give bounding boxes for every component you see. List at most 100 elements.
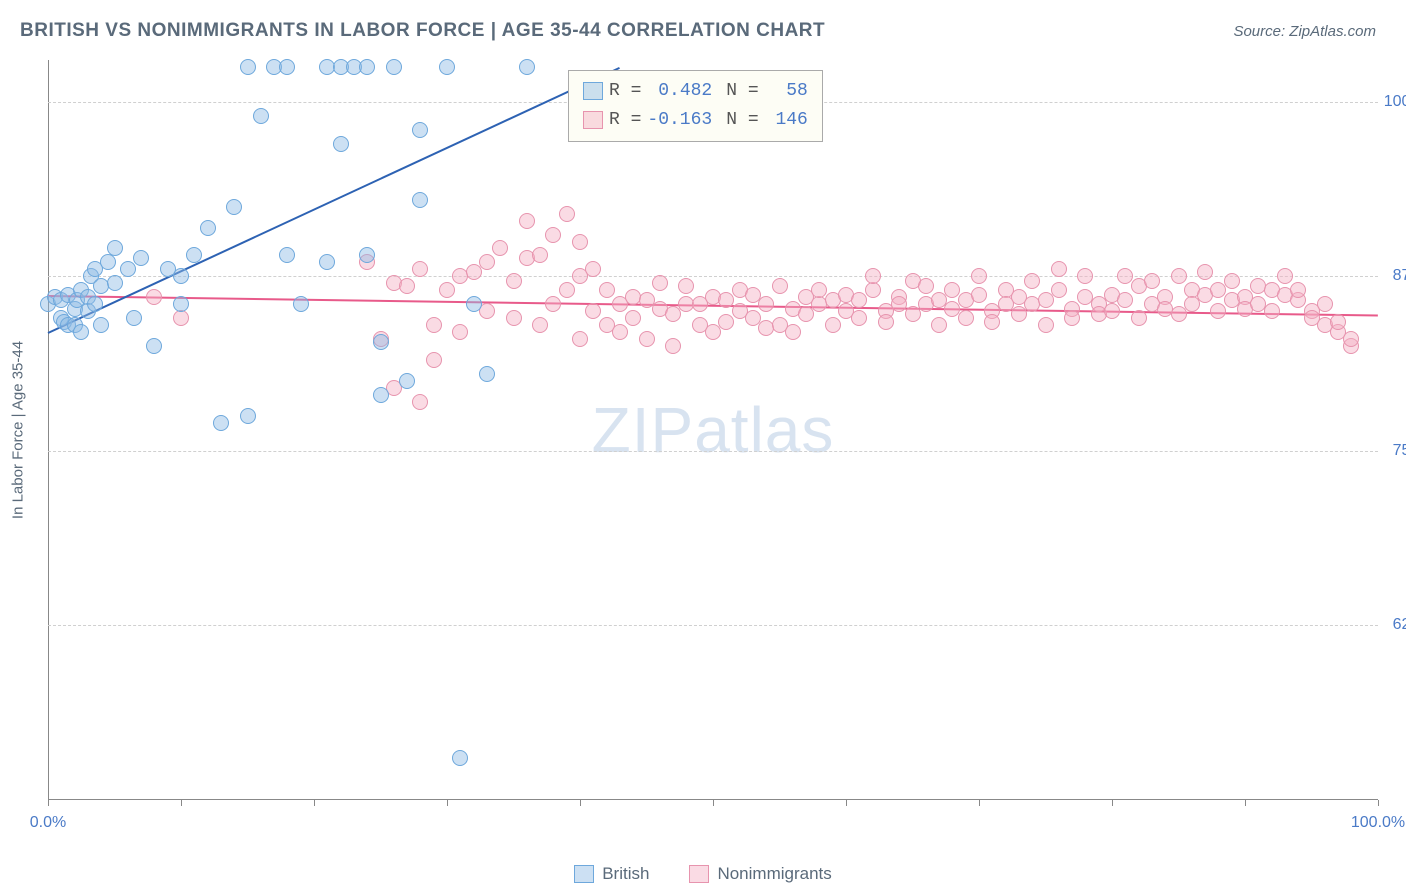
data-point-british [240,59,256,75]
data-point-nonimmigrants [612,324,628,340]
watermark: ZIPatlas [592,393,835,467]
x-tick [1378,800,1379,806]
data-point-nonimmigrants [532,247,548,263]
data-point-nonimmigrants [772,278,788,294]
data-point-nonimmigrants [1264,303,1280,319]
data-point-british [173,268,189,284]
data-point-nonimmigrants [173,310,189,326]
data-point-british [319,254,335,270]
data-point-nonimmigrants [1104,303,1120,319]
data-point-nonimmigrants [971,287,987,303]
correlation-stats-box: R = 0.482 N = 58 R = -0.163 N = 146 [568,70,823,142]
x-tick-label: 100.0% [1351,814,1405,832]
data-point-british [479,366,495,382]
data-point-nonimmigrants [984,314,1000,330]
data-point-nonimmigrants [878,314,894,330]
x-tick [713,800,714,806]
data-point-nonimmigrants [1171,268,1187,284]
data-point-british [126,310,142,326]
x-tick [1245,800,1246,806]
data-point-nonimmigrants [519,213,535,229]
data-point-british [100,254,116,270]
x-tick [580,800,581,806]
legend-item-british: British [574,864,649,884]
data-point-nonimmigrants [1117,292,1133,308]
data-point-nonimmigrants [506,273,522,289]
x-tick [48,800,49,806]
legend-swatch-nonimmigrants [689,865,709,883]
data-point-nonimmigrants [1144,273,1160,289]
legend-label-nonimmigrants: Nonimmigrants [717,864,831,884]
x-tick [979,800,980,806]
data-point-nonimmigrants [146,289,162,305]
stats-swatch-nonimmigrants [583,111,603,129]
x-tick [314,800,315,806]
y-axis-label: In Labor Force | Age 35-44 [10,341,27,519]
data-point-nonimmigrants [1330,314,1346,330]
data-point-nonimmigrants [426,352,442,368]
x-tick [1112,800,1113,806]
data-point-british [200,220,216,236]
data-point-nonimmigrants [399,278,415,294]
data-point-nonimmigrants [918,278,934,294]
stats-r-nonimmigrants: -0.163 [647,106,712,135]
data-point-british [279,59,295,75]
y-tick-label: 62.5% [1383,616,1406,634]
data-point-british [373,387,389,403]
data-point-nonimmigrants [1051,261,1067,277]
data-point-nonimmigrants [1051,282,1067,298]
x-tick [181,800,182,806]
data-point-nonimmigrants [718,314,734,330]
stats-swatch-british [583,82,603,100]
y-tick-label: 75.0% [1383,442,1406,460]
data-point-british [173,296,189,312]
data-point-nonimmigrants [758,296,774,312]
data-point-nonimmigrants [479,254,495,270]
legend: British Nonimmigrants [0,864,1406,884]
data-point-nonimmigrants [532,317,548,333]
data-point-british [359,247,375,263]
data-point-nonimmigrants [1290,282,1306,298]
trend-line-british [48,67,621,334]
stats-r-label: R = [609,77,641,106]
data-point-british [87,296,103,312]
data-point-british [73,324,89,340]
data-point-nonimmigrants [958,310,974,326]
x-tick-label: 0.0% [30,814,66,832]
data-point-nonimmigrants [1077,268,1093,284]
x-tick [447,800,448,806]
legend-label-british: British [602,864,649,884]
stats-n-british: 58 [765,77,808,106]
data-point-british [359,59,375,75]
data-point-nonimmigrants [851,310,867,326]
data-point-nonimmigrants [678,278,694,294]
data-point-nonimmigrants [452,324,468,340]
data-point-british [519,59,535,75]
data-point-nonimmigrants [639,331,655,347]
stats-r-label-2: R = [609,106,641,135]
data-point-british [333,136,349,152]
data-point-nonimmigrants [785,324,801,340]
stats-row-nonimmigrants: R = -0.163 N = 146 [583,106,808,135]
data-point-british [399,373,415,389]
stats-r-british: 0.482 [647,77,712,106]
data-point-nonimmigrants [1317,296,1333,312]
data-point-british [213,415,229,431]
chart-plot-area: In Labor Force | Age 35-44 ZIPatlas R = … [48,60,1378,800]
data-point-nonimmigrants [1343,331,1359,347]
y-tick-label: 100.0% [1383,93,1406,111]
data-point-british [253,108,269,124]
data-point-nonimmigrants [1197,264,1213,280]
data-point-british [240,408,256,424]
data-point-nonimmigrants [572,234,588,250]
data-point-british [120,261,136,277]
data-point-nonimmigrants [585,261,601,277]
data-point-nonimmigrants [825,317,841,333]
data-point-nonimmigrants [1131,310,1147,326]
legend-swatch-british [574,865,594,883]
data-point-nonimmigrants [545,227,561,243]
stats-n-nonimmigrants: 146 [765,106,808,135]
stats-n-label-2: N = [726,106,758,135]
data-point-nonimmigrants [652,275,668,291]
grid-line [48,451,1378,452]
